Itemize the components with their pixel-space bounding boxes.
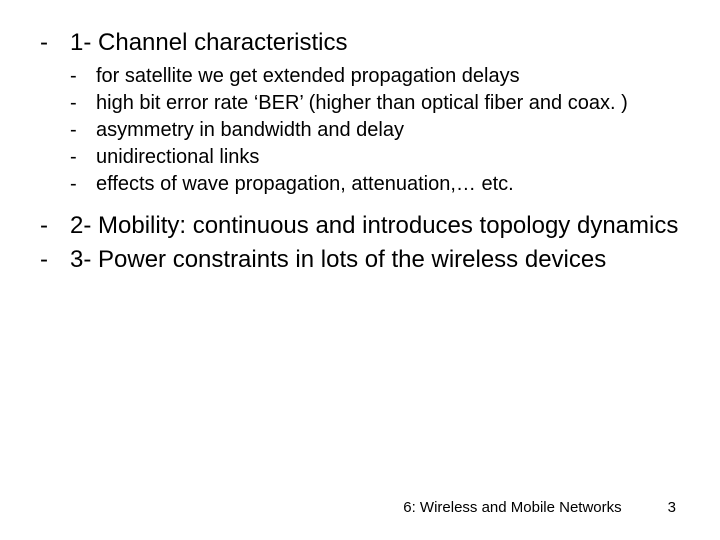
bullet-dash: - <box>40 245 70 275</box>
page-number: 3 <box>668 499 676 516</box>
subitem-text: high bit error rate ‘BER’ (higher than o… <box>96 91 680 116</box>
bullet-dash: - <box>40 28 70 58</box>
bullet-dash: - <box>70 118 96 143</box>
bullet-dash: - <box>70 145 96 170</box>
point-3-text: 3- Power constraints in lots of the wire… <box>70 245 680 275</box>
subitem: - effects of wave propagation, attenuati… <box>70 172 680 197</box>
point-1: - 1- Channel characteristics <box>40 28 680 58</box>
subitem: - for satellite we get extended propagat… <box>70 64 680 89</box>
point-3: - 3- Power constraints in lots of the wi… <box>40 245 680 275</box>
subitem-text: unidirectional links <box>96 145 680 170</box>
subitem-text: for satellite we get extended propagatio… <box>96 64 680 89</box>
point-2: - 2- Mobility: continuous and introduces… <box>40 211 680 241</box>
subitem: - high bit error rate ‘BER’ (higher than… <box>70 91 680 116</box>
point-2-text: 2- Mobility: continuous and introduces t… <box>70 211 680 241</box>
bullet-dash: - <box>70 91 96 116</box>
bullet-dash: - <box>70 172 96 197</box>
point-1-subitems: - for satellite we get extended propagat… <box>40 64 680 197</box>
slide: - 1- Channel characteristics - for satel… <box>0 0 720 540</box>
point-1-heading: 1- Channel characteristics <box>70 28 680 58</box>
subitem-text: asymmetry in bandwidth and delay <box>96 118 680 143</box>
subitem: - asymmetry in bandwidth and delay <box>70 118 680 143</box>
subitem: - unidirectional links <box>70 145 680 170</box>
footer-label: 6: Wireless and Mobile Networks <box>403 499 621 516</box>
subitem-text: effects of wave propagation, attenuation… <box>96 172 680 197</box>
bullet-dash: - <box>40 211 70 241</box>
slide-footer: 6: Wireless and Mobile Networks 3 <box>403 499 676 516</box>
bullet-dash: - <box>70 64 96 89</box>
